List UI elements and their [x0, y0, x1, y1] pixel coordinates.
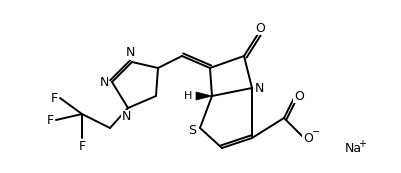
Text: O: O — [302, 131, 312, 144]
Text: +: + — [357, 139, 365, 149]
Text: O: O — [293, 89, 303, 102]
Text: F: F — [78, 140, 85, 153]
Polygon shape — [196, 92, 211, 100]
Text: −: − — [311, 127, 319, 137]
Text: S: S — [188, 124, 196, 136]
Text: H: H — [183, 91, 192, 101]
Text: O: O — [254, 21, 264, 34]
Text: F: F — [47, 113, 53, 126]
Text: Na: Na — [344, 142, 361, 154]
Text: N: N — [254, 81, 263, 94]
Text: N: N — [125, 47, 134, 60]
Text: N: N — [99, 75, 108, 89]
Text: F: F — [50, 92, 57, 104]
Text: N: N — [121, 111, 130, 124]
